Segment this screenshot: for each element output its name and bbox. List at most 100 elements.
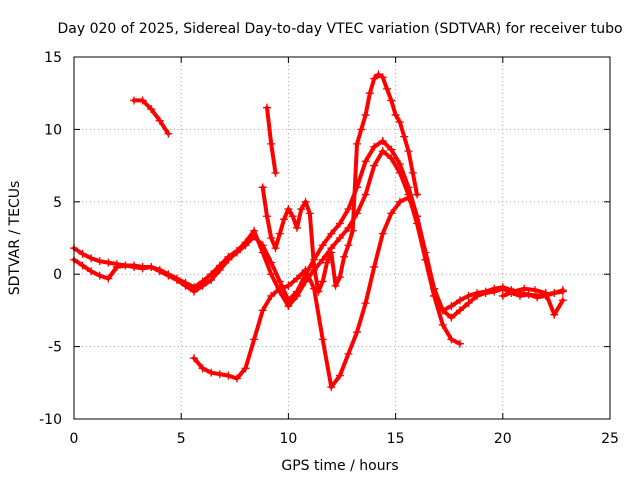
data-point [395,160,404,169]
data-point [348,226,357,235]
data-point [520,284,529,293]
data-point [361,299,370,308]
data-point [464,299,473,308]
data-point [271,244,280,253]
data-point [533,291,542,300]
data-point [353,328,362,337]
data-point [292,223,301,232]
data-point [374,70,383,79]
data-point [215,265,224,274]
series-s5 [130,96,173,138]
data-point [344,241,353,250]
x-tick-label: 25 [601,431,619,447]
data-point [267,258,276,267]
data-point [464,291,473,300]
data-point [314,287,323,296]
data-point [292,287,301,296]
data-point [438,306,447,315]
data-point [378,73,387,82]
data-point [267,270,276,279]
data-point [408,168,417,177]
y-tick-label: 10 [44,122,62,138]
data-point [121,261,130,270]
data-point [87,267,96,276]
data-point [387,96,396,105]
series-trace [72,149,462,346]
data-point [95,271,104,280]
data-point [250,232,259,241]
data-point [275,284,284,293]
data-point [387,154,396,163]
y-tick-label: 15 [44,50,62,66]
data-point [181,281,190,290]
data-point [447,335,456,344]
data-point [481,287,490,296]
data-point [473,289,482,298]
data-point [370,74,379,83]
data-point [327,248,336,257]
data-point [387,145,396,154]
data-point [509,287,518,296]
x-tick-label: 10 [279,431,297,447]
x-tick-label: 0 [70,431,79,447]
data-point [541,289,550,298]
data-point [318,277,327,286]
data-point [258,183,267,192]
data-point [530,286,539,295]
data-point [438,320,447,329]
data-point [404,193,413,202]
data-point [155,116,164,125]
data-point [318,241,327,250]
data-point [258,241,267,250]
data-point [155,267,164,276]
data-point [305,209,314,218]
data-point [292,274,301,283]
data-point [224,371,233,380]
data-point [284,205,293,214]
data-point [284,296,293,305]
data-point [112,262,121,271]
data-point [275,277,284,286]
series-s4 [258,70,422,296]
x-tick-label: 15 [387,431,405,447]
x-tick-label: 20 [494,431,512,447]
data-point [262,103,271,112]
data-point [558,296,567,305]
data-point [378,136,387,145]
data-point [164,129,173,138]
data-point [391,110,400,119]
data-point [378,147,387,156]
data-point [262,212,271,221]
data-point [130,96,139,105]
series-s7 [498,284,567,319]
data-point [558,287,567,296]
data-point [250,335,259,344]
y-tick-label: -10 [39,412,62,428]
data-point [232,248,241,257]
x-axis-label: GPS time / hours [281,458,398,474]
data-point [387,209,396,218]
series-trace [72,139,565,320]
data-point [327,383,336,392]
data-point [232,374,241,383]
chart-title: Day 020 of 2025, Sidereal Day-to-day VTE… [57,21,622,37]
data-point [524,290,533,299]
data-point [267,291,276,300]
data-point [198,364,207,373]
data-point [361,190,370,199]
data-point [104,258,113,267]
data-point [370,142,379,151]
data-point [498,283,507,292]
data-point [207,275,216,284]
axis-ticks: 0 5 10 15 20 25 -10 -5 0 5 10 15 [39,50,619,447]
data-point [138,96,147,105]
data-point [147,105,156,114]
data-point [87,254,96,263]
series-trace [260,72,419,294]
data-point [271,168,280,177]
data-point [215,370,224,379]
data-point [395,197,404,206]
data-point [224,255,233,264]
data-point [490,284,499,293]
